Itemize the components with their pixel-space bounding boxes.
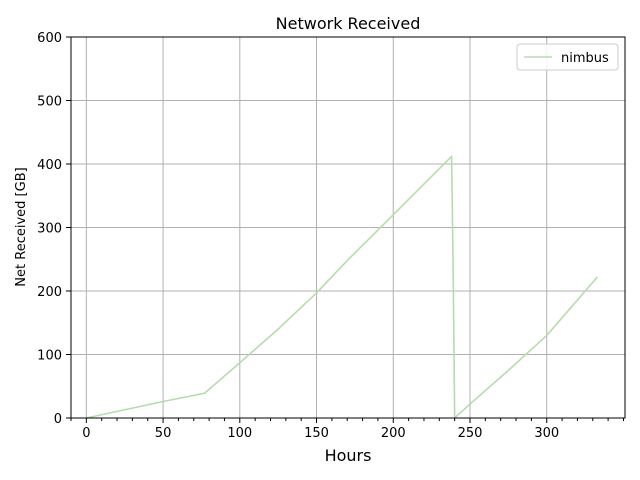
- legend-label: nimbus: [561, 51, 609, 66]
- x-axis-label: Hours: [325, 446, 372, 465]
- y-tick-label: 200: [37, 285, 62, 300]
- y-axis-label: Net Received [GB]: [14, 167, 29, 286]
- y-tick-label: 600: [37, 31, 62, 46]
- y-tick-label: 300: [37, 222, 62, 237]
- y-tick-label: 0: [54, 412, 62, 427]
- y-tick-label: 400: [37, 158, 62, 173]
- x-tick-label: 0: [82, 426, 90, 441]
- x-tick-label: 250: [458, 426, 483, 441]
- x-tick-label: 300: [534, 426, 559, 441]
- legend-box: [516, 43, 619, 71]
- x-tick-label: 150: [304, 426, 329, 441]
- legend: nimbus: [516, 43, 619, 71]
- chart-title: Network Received: [276, 14, 421, 33]
- x-tick-label: 100: [227, 426, 252, 441]
- series-layer: [86, 155, 598, 419]
- y-axis-ticks: 0 100 200 300 400 500 600: [37, 31, 71, 427]
- y-tick-label: 500: [37, 95, 62, 110]
- y-tick-label: 100: [37, 349, 62, 364]
- x-axis-ticks: 0 50 100 150 200 250 300: [70, 418, 624, 441]
- series-line-nimbus: [86, 155, 598, 419]
- x-tick-label: 200: [381, 426, 406, 441]
- x-tick-label: 50: [155, 426, 172, 441]
